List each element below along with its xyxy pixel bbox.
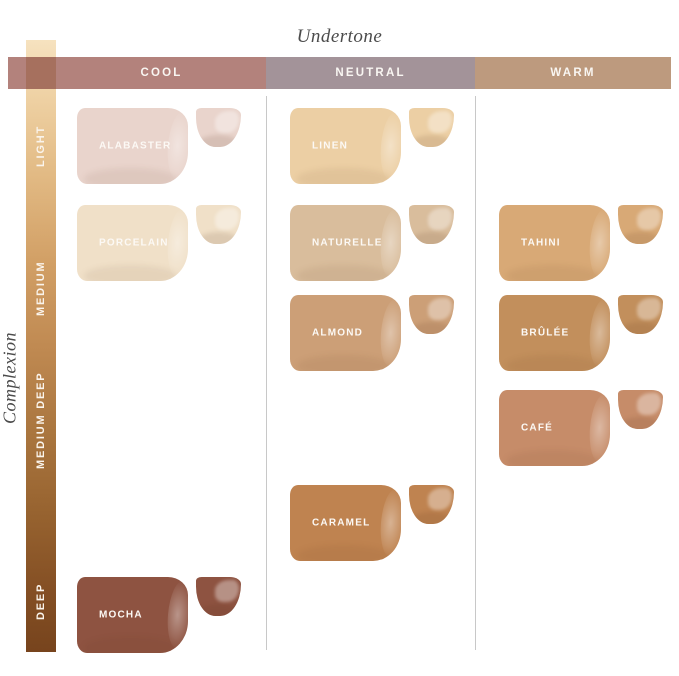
shade-smear: [290, 205, 401, 281]
shade-swatch[interactable]: PORCELAIN: [77, 205, 242, 281]
shade-smear: [499, 205, 610, 281]
column-divider-neutral-warm: [475, 96, 476, 650]
shade-smear: [499, 295, 610, 371]
shade-dollop-icon: [409, 108, 454, 147]
shade-swatch[interactable]: TAHINI: [499, 205, 664, 281]
shade-dollop-icon: [196, 205, 241, 244]
shade-name: BRÛLÉE: [521, 327, 570, 339]
shade-smear: [77, 205, 188, 281]
shade-name: NATURELLE: [312, 237, 383, 249]
shade-smear: [290, 108, 401, 184]
shade-smear: [77, 108, 188, 184]
undertone-bar: COOL NEUTRAL WARM: [8, 57, 671, 89]
shade-smear: [77, 577, 188, 653]
complexion-axis-title: Complexion: [0, 332, 20, 424]
shade-name: TAHINI: [521, 237, 561, 249]
shade-swatch[interactable]: ALABASTER: [77, 108, 242, 184]
shade-swatch[interactable]: BRÛLÉE: [499, 295, 664, 371]
shade-name: ALABASTER: [99, 140, 172, 152]
shade-name: PORCELAIN: [99, 237, 169, 249]
complexion-row-label: MEDIUM DEEP: [35, 371, 47, 469]
shade-swatch[interactable]: LINEN: [290, 108, 455, 184]
undertone-column-label: WARM: [550, 67, 596, 79]
undertone-column-label: NEUTRAL: [335, 67, 406, 79]
shade-dollop-icon: [196, 108, 241, 147]
shade-name: LINEN: [312, 140, 348, 152]
shade-swatch[interactable]: CAFÉ: [499, 390, 664, 466]
shade-name: ALMOND: [312, 327, 364, 339]
shade-swatch[interactable]: MOCHA: [77, 577, 242, 653]
shade-dollop-icon: [409, 295, 454, 334]
undertone-column-label: COOL: [140, 67, 183, 79]
shade-dollop-icon: [618, 390, 663, 429]
bar-intersection: [26, 57, 56, 89]
shade-swatch[interactable]: CARAMEL: [290, 485, 455, 561]
shade-smear: [499, 390, 610, 466]
shade-dollop-icon: [409, 485, 454, 524]
undertone-axis-title: Undertone: [296, 26, 383, 47]
shade-smear: [290, 485, 401, 561]
shade-name: MOCHA: [99, 609, 143, 621]
shade-swatch[interactable]: ALMOND: [290, 295, 455, 371]
shade-smear: [290, 295, 401, 371]
shade-dollop-icon: [196, 577, 241, 616]
complexion-row-label: MEDIUM: [35, 260, 47, 316]
shade-dollop-icon: [618, 295, 663, 334]
shade-name: CAFÉ: [521, 422, 554, 434]
undertone-column-header: WARM: [475, 57, 671, 89]
shade-name: CARAMEL: [312, 517, 371, 529]
complexion-row-label: DEEP: [35, 582, 47, 620]
complexion-gradient-bar: LIGHT MEDIUM MEDIUM DEEP DEEP: [26, 40, 56, 652]
column-divider-cool-neutral: [266, 96, 267, 650]
complexion-row-label: LIGHT: [35, 125, 47, 167]
undertone-column-header: NEUTRAL: [266, 57, 475, 89]
shade-swatch[interactable]: NATURELLE: [290, 205, 455, 281]
shade-dollop-icon: [618, 205, 663, 244]
shade-dollop-icon: [409, 205, 454, 244]
